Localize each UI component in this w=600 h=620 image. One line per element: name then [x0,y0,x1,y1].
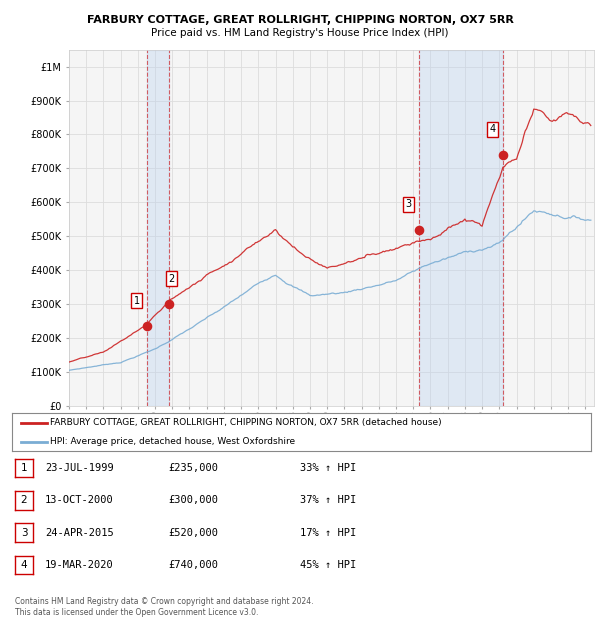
Text: 3: 3 [405,199,412,209]
Point [164,299,173,309]
Text: 13-OCT-2000: 13-OCT-2000 [45,495,114,505]
Text: FARBURY COTTAGE, GREAT ROLLRIGHT, CHIPPING NORTON, OX7 5RR: FARBURY COTTAGE, GREAT ROLLRIGHT, CHIPPI… [86,15,514,25]
Text: Price paid vs. HM Land Registry's House Price Index (HPI): Price paid vs. HM Land Registry's House … [151,28,449,38]
Text: 37% ↑ HPI: 37% ↑ HPI [300,495,356,505]
Point [498,150,508,160]
Text: 1: 1 [20,463,28,473]
Text: 4: 4 [20,560,28,570]
Text: 45% ↑ HPI: 45% ↑ HPI [300,560,356,570]
Text: HPI: Average price, detached house, West Oxfordshire: HPI: Average price, detached house, West… [50,437,295,446]
Text: 2: 2 [168,274,175,284]
Text: FARBURY COTTAGE, GREAT ROLLRIGHT, CHIPPING NORTON, OX7 5RR (detached house): FARBURY COTTAGE, GREAT ROLLRIGHT, CHIPPI… [50,418,441,427]
Text: £235,000: £235,000 [168,463,218,473]
Point [414,224,424,234]
Bar [148,50,169,406]
Text: 33% ↑ HPI: 33% ↑ HPI [300,463,356,473]
Text: £520,000: £520,000 [168,528,218,538]
Text: 3: 3 [20,528,28,538]
Text: 17% ↑ HPI: 17% ↑ HPI [300,528,356,538]
Text: 24-APR-2015: 24-APR-2015 [45,528,114,538]
Text: 2: 2 [20,495,28,505]
Text: 19-MAR-2020: 19-MAR-2020 [45,560,114,570]
Point [143,321,152,331]
Text: £300,000: £300,000 [168,495,218,505]
Text: 23-JUL-1999: 23-JUL-1999 [45,463,114,473]
Text: 1: 1 [134,296,140,306]
Text: £740,000: £740,000 [168,560,218,570]
Text: Contains HM Land Registry data © Crown copyright and database right 2024.
This d: Contains HM Land Registry data © Crown c… [15,598,314,617]
Text: 4: 4 [490,125,496,135]
Bar [419,50,503,406]
